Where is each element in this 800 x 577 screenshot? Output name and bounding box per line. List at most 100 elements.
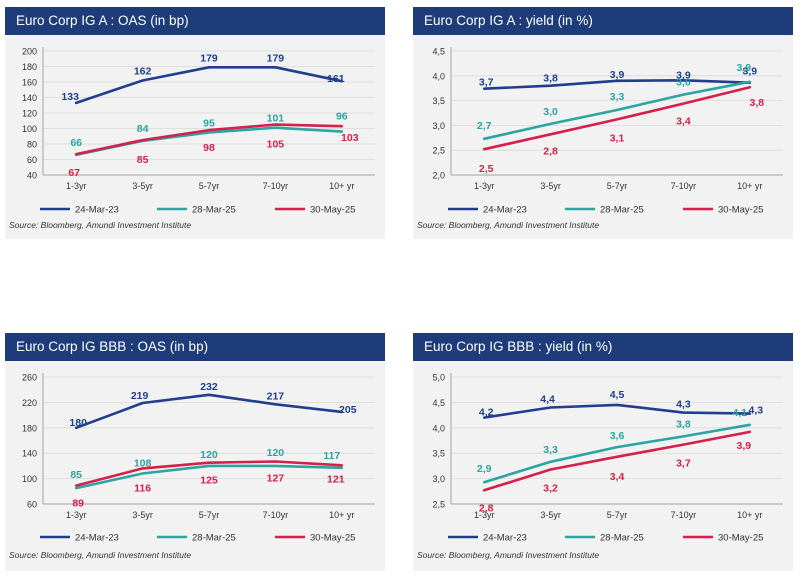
x-tick-label: 1-3yr (474, 510, 495, 520)
y-tick-label: 140 (22, 449, 37, 459)
data-label: 3,6 (610, 430, 625, 442)
y-tick-label: 80 (27, 140, 37, 150)
legend-label: 28-Mar-25 (600, 533, 644, 544)
data-label: 2,8 (543, 145, 558, 157)
data-label: 3,9 (742, 66, 757, 78)
data-label: 2,5 (479, 163, 494, 175)
y-tick-label: 180 (22, 423, 37, 433)
x-tick-label: 10+ yr (329, 510, 354, 520)
series-line-30-May-25 (74, 123, 344, 156)
data-label: 180 (69, 417, 87, 429)
data-label: 4,3 (748, 405, 763, 417)
y-tick-label: 3,0 (432, 121, 445, 131)
chart-panel-ig-bbb-oas: Euro Corp IG BBB : OAS (in bp) 60 100 140 1… (5, 333, 385, 571)
y-tick-label: 260 (22, 373, 37, 383)
chart-ig-bbb-yield: 2,5 3,0 3,5 4,0 4,5 5,0 1-3yr 3-5yr 5-7yr 7-10yr 1… (417, 373, 783, 560)
data-label: 3,9 (736, 62, 751, 74)
source-note: Source: Bloomberg, Amundi Investment Ins… (9, 550, 191, 560)
y-tick-label: 180 (22, 62, 37, 72)
data-label: 4,2 (479, 407, 494, 419)
data-label: 85 (70, 469, 82, 481)
data-label: 219 (131, 390, 149, 402)
chart-ig-a-oas: 40 60 80 100 120 140 160 180 200 1-3yr 3-5yr 5-7yr 7… (9, 47, 375, 230)
data-label: 4,1 (732, 407, 747, 419)
data-label: 66 (70, 137, 82, 149)
x-tick-label: 5-7yr (607, 181, 628, 191)
x-tick-label: 5-7yr (199, 181, 220, 191)
data-label: 120 (267, 447, 285, 459)
source-note: Source: Bloomberg, Amundi Investment Ins… (417, 220, 599, 230)
y-tick-label: 4,0 (432, 423, 445, 433)
x-tick-label: 7-10yr (671, 510, 697, 520)
legend-label: 24-Mar-23 (483, 533, 527, 544)
legend-label: 30-May-25 (718, 533, 763, 544)
data-label: 4,4 (540, 393, 555, 405)
legend-label: 24-Mar-23 (75, 533, 119, 544)
y-tick-label: 2,0 (432, 171, 445, 181)
chart-ig-bbb-oas: 60 100 140 180 220 260 1-3yr 3-5yr 5-7yr 7-10yr 10… (9, 373, 375, 560)
data-label: 3,1 (610, 132, 625, 144)
chart-title: Euro Corp IG BBB : OAS (in bp) (5, 333, 385, 361)
data-label: 84 (137, 123, 149, 135)
chart-panel-ig-bbb-yield: Euro Corp IG BBB : yield (in %) 2,5 3,0 3,… (413, 333, 793, 571)
chart-title: Euro Corp IG A : OAS (in bp) (5, 7, 385, 35)
x-tick-label: 10+ yr (737, 181, 762, 191)
data-label: 3,2 (543, 482, 558, 494)
data-label: 125 (200, 475, 218, 487)
legend-label: 28-Mar-25 (192, 533, 236, 544)
data-label: 103 (341, 132, 359, 144)
x-tick-label: 3-5yr (132, 510, 153, 520)
data-label: 2,8 (479, 502, 494, 514)
y-tick-label: 3,5 (432, 96, 445, 106)
data-label: 108 (134, 458, 152, 470)
chart-title: Euro Corp IG BBB : yield (in %) (413, 333, 793, 361)
data-label: 3,3 (543, 444, 558, 456)
data-label: 3,4 (610, 471, 625, 483)
y-tick-label: 4,5 (432, 398, 445, 408)
data-label: 3,3 (610, 91, 625, 103)
data-label: 98 (203, 142, 215, 154)
series-line-30-May-25 (482, 430, 752, 492)
series-line-30-May-25 (482, 85, 752, 151)
data-label: 3,8 (749, 97, 764, 109)
x-tick-label: 3-5yr (540, 181, 561, 191)
x-tick-label: 10+ yr (737, 510, 762, 520)
data-label: 3,0 (543, 106, 558, 118)
data-label: 3,8 (543, 73, 558, 85)
series-line-24-Mar-23 (482, 78, 752, 91)
series-line-24-Mar-23 (74, 393, 344, 430)
y-tick-label: 2,5 (432, 146, 445, 156)
y-tick-label: 3,0 (432, 474, 445, 484)
y-tick-label: 60 (27, 500, 37, 510)
y-tick-label: 40 (27, 171, 37, 181)
series-line-28-Mar-25 (482, 423, 752, 484)
y-tick-label: 200 (22, 47, 37, 57)
y-tick-label: 2,5 (432, 500, 445, 510)
series-line-28-Mar-25 (74, 464, 344, 490)
source-note: Source: Bloomberg, Amundi Investment Ins… (417, 550, 599, 560)
x-tick-label: 5-7yr (607, 510, 628, 520)
x-tick-label: 1-3yr (66, 510, 87, 520)
x-tick-label: 7-10yr (671, 181, 697, 191)
legend-label: 28-Mar-25 (600, 205, 644, 216)
x-tick-label: 7-10yr (263, 510, 289, 520)
data-label: 96 (336, 111, 348, 123)
y-tick-label: 100 (22, 124, 37, 134)
x-tick-label: 1-3yr (66, 181, 87, 191)
data-label: 85 (137, 154, 149, 166)
data-label: 2,7 (477, 120, 492, 132)
data-label: 3,6 (676, 77, 691, 89)
data-label: 4,3 (676, 399, 691, 411)
data-label: 3,4 (676, 116, 691, 128)
data-label: 179 (267, 52, 285, 64)
data-label: 67 (68, 167, 80, 179)
data-label: 127 (267, 472, 285, 484)
y-tick-label: 220 (22, 398, 37, 408)
y-tick-label: 160 (22, 78, 37, 88)
x-tick-label: 7-10yr (263, 181, 289, 191)
data-label: 217 (267, 390, 285, 402)
chart-panel-ig-a-oas: Euro Corp IG A : OAS (in bp) 40 60 80 100 12… (5, 7, 385, 239)
series-line-24-Mar-23 (74, 65, 344, 105)
data-label: 89 (72, 498, 84, 510)
y-tick-label: 4,0 (432, 71, 445, 81)
